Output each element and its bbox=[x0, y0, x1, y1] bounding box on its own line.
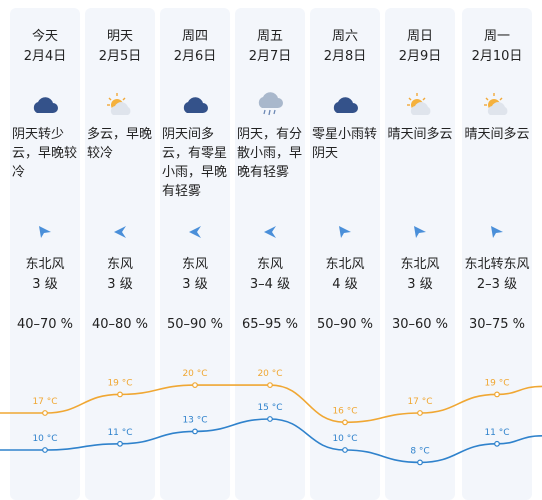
high-temp-label: 16 °C bbox=[332, 406, 357, 416]
low-temp-label: 10 °C bbox=[332, 434, 357, 444]
low-temp-point bbox=[117, 440, 123, 447]
wind-level: 2–3 级 bbox=[476, 277, 518, 292]
day-name: 明天 bbox=[106, 29, 133, 44]
day-date: 2月6日 bbox=[173, 49, 217, 64]
wind-direction-icon bbox=[337, 224, 353, 240]
humidity: 50–90 % bbox=[166, 317, 224, 332]
humidity: 30–75 % bbox=[468, 317, 526, 332]
low-temp-label: 10 °C bbox=[32, 434, 57, 444]
low-temp-point bbox=[192, 428, 198, 435]
day-date: 2月4日 bbox=[23, 49, 67, 64]
weather-description: 阴天转少云，早晚较冷 bbox=[12, 127, 78, 180]
wind-direction: 东北风 bbox=[25, 257, 65, 272]
low-temp-label: 8 °C bbox=[410, 446, 429, 456]
wind-direction-icon bbox=[37, 224, 53, 240]
wind-direction: 东风 bbox=[106, 257, 133, 272]
sun-cloud-icon bbox=[105, 92, 135, 118]
low-temp-point bbox=[417, 459, 423, 466]
wind-level: 3 级 bbox=[107, 277, 133, 292]
wind-direction-icon bbox=[412, 224, 428, 240]
high-temp-point bbox=[42, 410, 48, 416]
weather-description: 晴天间多云 bbox=[464, 127, 530, 142]
wind-level: 4 级 bbox=[332, 277, 358, 292]
wind-level: 3–4 级 bbox=[249, 277, 291, 292]
rain-icon bbox=[255, 92, 285, 118]
wind-direction: 东北转东风 bbox=[464, 257, 530, 272]
day-date: 2月5日 bbox=[98, 49, 142, 64]
wind-direction-icon bbox=[489, 224, 505, 240]
forecast-day-column: 周四 2月6日 阴天间多云，有零星小雨，早晚有轻雾 东风 3 级 50–90 % bbox=[160, 8, 230, 500]
wind-level: 3 级 bbox=[407, 277, 433, 292]
weather-description: 阴天间多云，有零星小雨，早晚有轻雾 bbox=[162, 127, 228, 199]
day-date: 2月8日 bbox=[323, 49, 367, 64]
day-name: 周六 bbox=[331, 29, 358, 44]
high-temp-label: 17 °C bbox=[407, 397, 432, 407]
cloud-icon bbox=[180, 92, 210, 118]
high-temp-label: 19 °C bbox=[107, 378, 132, 388]
high-temp-label: 20 °C bbox=[182, 369, 207, 379]
day-name: 周四 bbox=[181, 29, 208, 44]
forecast-day-column: 周一 2月10日 晴天间多云 东北转东风 2–3 级 30–75 % bbox=[462, 8, 532, 500]
forecast-day-column: 今天 2月4日 阴天转少云，早晚较冷 东北风 3 级 40–70 % bbox=[10, 8, 80, 500]
low-temp-point bbox=[342, 447, 348, 453]
wind-direction: 东风 bbox=[256, 257, 283, 272]
high-temp-point bbox=[494, 391, 500, 398]
low-temp-point bbox=[494, 440, 500, 447]
day-name: 周一 bbox=[483, 29, 510, 44]
high-temp-label: 17 °C bbox=[32, 397, 57, 407]
wind-level: 3 级 bbox=[182, 277, 208, 292]
low-temp-label: 11 °C bbox=[107, 428, 132, 438]
humidity: 65–95 % bbox=[241, 317, 299, 332]
high-temp-point bbox=[267, 382, 273, 389]
day-date: 2月10日 bbox=[471, 49, 523, 64]
high-temp-point bbox=[342, 419, 348, 426]
day-name: 周日 bbox=[406, 29, 433, 44]
low-temp-label: 15 °C bbox=[257, 403, 282, 413]
wind-direction: 东风 bbox=[181, 257, 208, 272]
weather-description: 阴天，有分散小雨，早晚有轻雾 bbox=[237, 127, 303, 180]
high-temp-point bbox=[417, 410, 423, 416]
forecast-day-column: 周六 2月8日 零星小雨转阴天 东北风 4 级 50–90 % bbox=[310, 8, 380, 500]
high-temp-label: 19 °C bbox=[484, 378, 509, 388]
cloud-icon bbox=[330, 92, 360, 118]
high-temp-label: 20 °C bbox=[257, 369, 282, 379]
weather-description: 多云，早晚较冷 bbox=[87, 127, 153, 161]
day-name: 周五 bbox=[256, 29, 283, 44]
weather-description: 零星小雨转阴天 bbox=[312, 127, 378, 161]
sun-cloud-icon bbox=[482, 92, 512, 118]
forecast-day-column: 明天 2月5日 多云，早晚较冷 东风 3 级 40–80 % bbox=[85, 8, 155, 500]
low-temp-point bbox=[42, 447, 48, 453]
low-temp-label: 11 °C bbox=[484, 428, 509, 438]
humidity: 40–70 % bbox=[16, 317, 74, 332]
weather-description: 晴天间多云 bbox=[387, 127, 453, 142]
high-temp-point bbox=[117, 391, 123, 398]
humidity: 50–90 % bbox=[316, 317, 374, 332]
high-temp-point bbox=[192, 382, 198, 389]
wind-direction: 东北风 bbox=[325, 257, 365, 272]
cloud-icon bbox=[30, 92, 60, 118]
humidity: 30–60 % bbox=[391, 317, 449, 332]
forecast-day-column: 周日 2月9日 晴天间多云 东北风 3 级 30–60 % bbox=[385, 8, 455, 500]
low-temp-point bbox=[267, 416, 273, 422]
day-date: 2月9日 bbox=[398, 49, 442, 64]
low-temp-line bbox=[0, 418, 542, 464]
day-name: 今天 bbox=[31, 29, 58, 44]
sun-cloud-icon bbox=[405, 92, 435, 118]
wind-direction: 东北风 bbox=[400, 257, 440, 272]
low-temp-label: 13 °C bbox=[182, 415, 207, 425]
wind-direction-icon bbox=[262, 224, 278, 240]
humidity: 40–80 % bbox=[91, 317, 149, 332]
wind-level: 3 级 bbox=[32, 277, 58, 292]
wind-direction-icon bbox=[187, 224, 203, 240]
day-date: 2月7日 bbox=[248, 49, 292, 64]
wind-direction-icon bbox=[112, 224, 128, 240]
